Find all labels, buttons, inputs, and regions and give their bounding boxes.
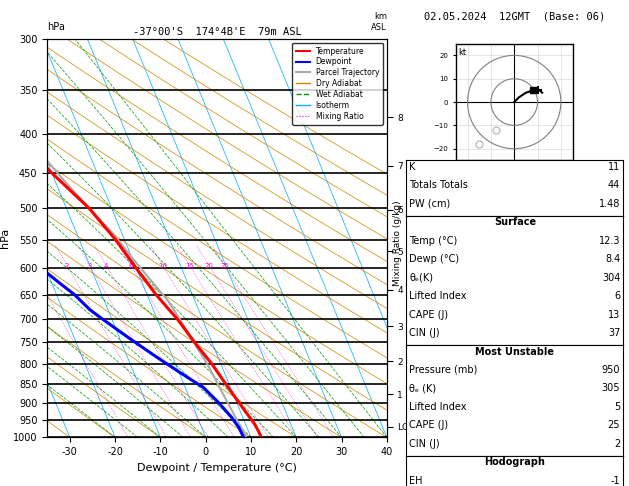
Text: CAPE (J): CAPE (J) (409, 420, 448, 431)
Text: Hodograph: Hodograph (484, 457, 545, 468)
Text: 02.05.2024  12GMT  (Base: 06): 02.05.2024 12GMT (Base: 06) (423, 12, 605, 22)
Text: 304: 304 (602, 273, 620, 283)
Text: Dewp (°C): Dewp (°C) (409, 254, 460, 264)
Text: 20: 20 (204, 262, 213, 269)
Text: CAPE (J): CAPE (J) (409, 310, 448, 320)
Text: km
ASL: km ASL (371, 12, 387, 32)
X-axis label: Dewpoint / Temperature (°C): Dewpoint / Temperature (°C) (137, 463, 297, 473)
Legend: Temperature, Dewpoint, Parcel Trajectory, Dry Adiabat, Wet Adiabat, Isotherm, Mi: Temperature, Dewpoint, Parcel Trajectory… (292, 43, 383, 125)
Text: 44: 44 (608, 180, 620, 191)
Text: Most Unstable: Most Unstable (476, 347, 554, 357)
Text: 13: 13 (608, 310, 620, 320)
Title: -37°00'S  174°4B'E  79m ASL: -37°00'S 174°4B'E 79m ASL (133, 27, 301, 37)
Text: 10: 10 (159, 262, 167, 269)
Text: Surface: Surface (494, 217, 536, 227)
Text: 5: 5 (614, 402, 620, 412)
Text: CIN (J): CIN (J) (409, 328, 440, 338)
Text: 305: 305 (602, 383, 620, 394)
Text: θₑ (K): θₑ (K) (409, 383, 437, 394)
Text: 6: 6 (614, 291, 620, 301)
Text: 2: 2 (614, 439, 620, 449)
Text: θₑ(K): θₑ(K) (409, 273, 433, 283)
Y-axis label: hPa: hPa (0, 228, 10, 248)
Text: 4: 4 (104, 262, 108, 269)
Text: kt: kt (458, 49, 466, 57)
Text: Mixing Ratio (g/kg): Mixing Ratio (g/kg) (393, 200, 402, 286)
Text: 11: 11 (608, 162, 620, 172)
Text: Lifted Index: Lifted Index (409, 291, 467, 301)
Text: 6: 6 (128, 262, 133, 269)
Text: Totals Totals: Totals Totals (409, 180, 469, 191)
Text: 8.4: 8.4 (605, 254, 620, 264)
Text: -1: -1 (611, 476, 620, 486)
Text: 3: 3 (87, 262, 92, 269)
Text: 25: 25 (608, 420, 620, 431)
Text: 25: 25 (220, 262, 229, 269)
Text: 15: 15 (185, 262, 194, 269)
Text: Lifted Index: Lifted Index (409, 402, 467, 412)
Text: hPa: hPa (47, 21, 65, 32)
Text: 1.48: 1.48 (599, 199, 620, 209)
Text: CIN (J): CIN (J) (409, 439, 440, 449)
Text: Pressure (mb): Pressure (mb) (409, 365, 478, 375)
Text: 12.3: 12.3 (599, 236, 620, 246)
Text: 2: 2 (65, 262, 69, 269)
Text: 37: 37 (608, 328, 620, 338)
Text: PW (cm): PW (cm) (409, 199, 451, 209)
Text: EH: EH (409, 476, 423, 486)
Text: Temp (°C): Temp (°C) (409, 236, 458, 246)
Text: 950: 950 (602, 365, 620, 375)
Text: K: K (409, 162, 416, 172)
